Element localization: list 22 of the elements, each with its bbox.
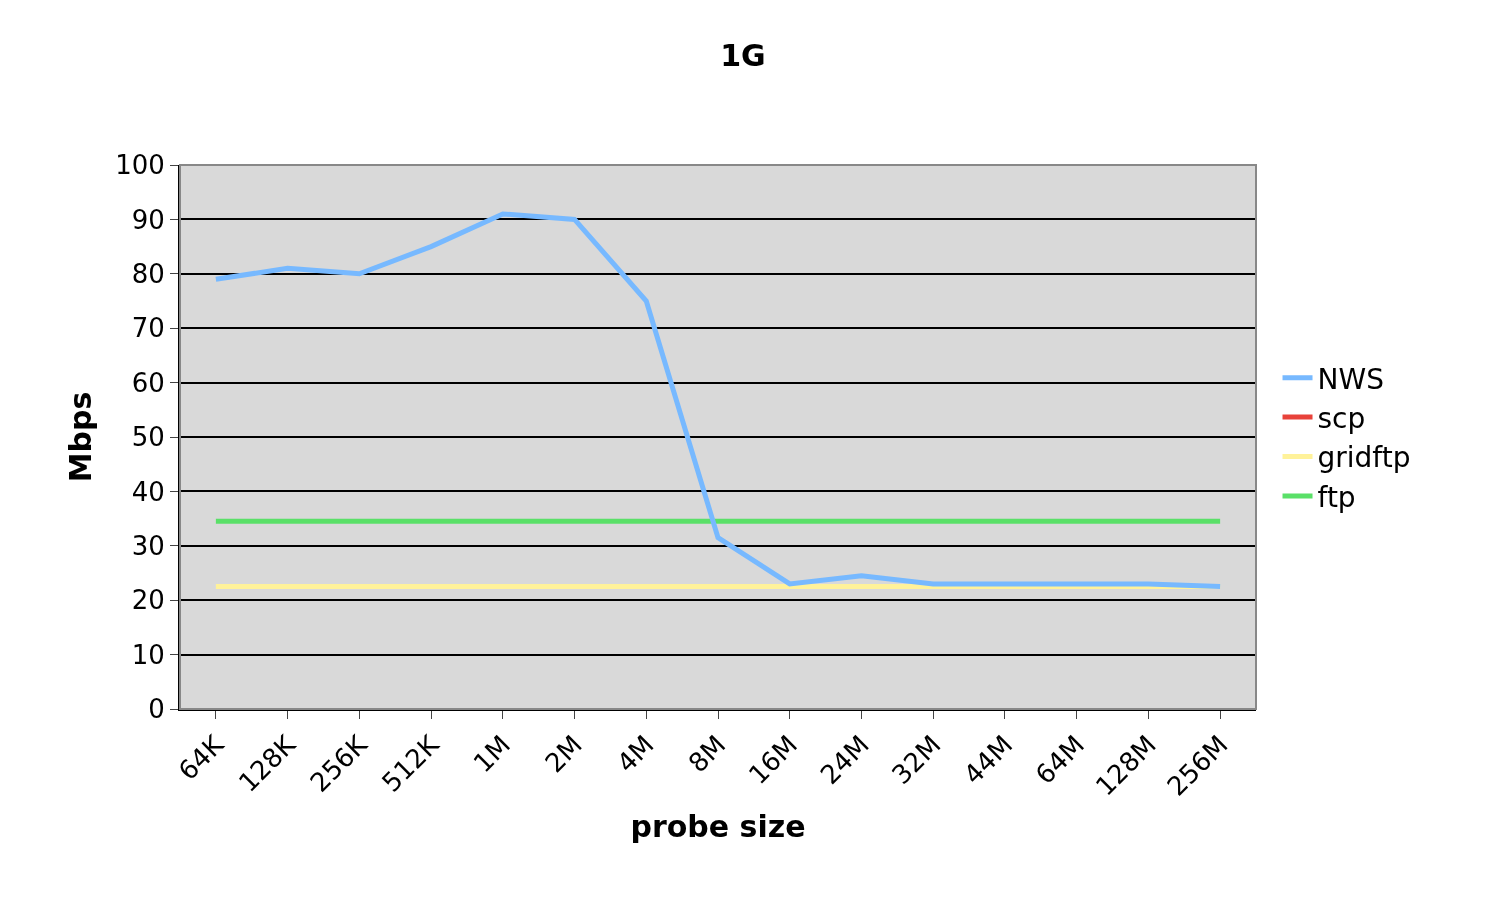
legend-label: NWS xyxy=(1317,362,1384,396)
x-tick-label: 8M xyxy=(682,729,732,779)
x-tick-label: 1M xyxy=(467,729,517,779)
y-tick-label: 70 xyxy=(131,313,165,344)
x-tick-label: 4M xyxy=(610,729,660,779)
y-tick-label: 100 xyxy=(115,150,165,181)
y-tick-label: 10 xyxy=(131,639,165,670)
y-tick-label: 20 xyxy=(131,585,165,616)
chart-title: 1G xyxy=(720,38,766,74)
x-tick-label: 2M xyxy=(539,729,588,779)
x-axis-title: probe size xyxy=(630,808,806,844)
y-axis-title: Mbps xyxy=(62,391,98,483)
y-tick-label: 90 xyxy=(131,204,165,235)
y-tick-label: 80 xyxy=(131,258,165,289)
legend-label: scp xyxy=(1317,402,1366,436)
legend-label: gridftp xyxy=(1317,441,1411,475)
y-tick-label: 30 xyxy=(131,530,165,561)
y-tick-label: 60 xyxy=(131,367,165,398)
y-tick-label: 0 xyxy=(148,694,165,725)
y-tick-label: 40 xyxy=(131,476,165,507)
y-tick-label: 50 xyxy=(131,422,165,453)
legend-label: ftp xyxy=(1317,480,1356,514)
